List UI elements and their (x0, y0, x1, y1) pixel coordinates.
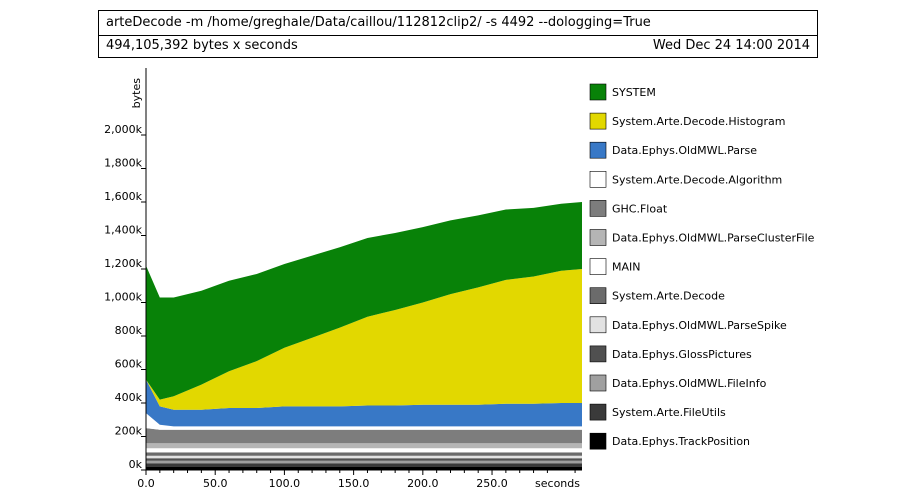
x-tick-label: 0.0 (137, 477, 155, 490)
legend-swatch (589, 432, 607, 450)
y-tick-label: 800k (115, 324, 143, 337)
legend-label: Data.Ephys.TrackPosition (612, 435, 750, 448)
area-series-2 (146, 460, 582, 464)
y-axis-label: bytes (130, 78, 143, 109)
area-series-10 (146, 379, 582, 427)
legend-label: System.Arte.FileUtils (612, 406, 726, 419)
x-tick-label: 100.0 (269, 477, 301, 490)
legend: SYSTEM System.Arte.Decode.Histogram Data.E… (589, 83, 815, 450)
area-series-8 (146, 428, 582, 444)
area-series-5 (146, 452, 582, 456)
legend-swatch (589, 403, 607, 421)
stacked-areas (146, 202, 582, 470)
x-tick-label: 200.0 (407, 477, 439, 490)
legend-label: Data.Ephys.GlossPictures (612, 348, 752, 361)
legend-swatch (589, 112, 607, 130)
x-tick-label: 50.0 (203, 477, 228, 490)
legend-label: System.Arte.Decode.Histogram (612, 115, 785, 128)
x-tick-label: 250.0 (476, 477, 508, 490)
area-series-7 (146, 443, 582, 449)
legend-swatch (589, 171, 607, 188)
y-ticks: 0k 200k 400k 600k 800k 1,000k 1,200k 1,400k 1,60… (104, 123, 146, 471)
header-info-box: 494,105,392 bytes x seconds Wed Dec 24 1… (98, 35, 818, 58)
profile-date: Wed Dec 24 14:00 2014 (652, 38, 810, 53)
y-tick-label: 1,200k (104, 257, 142, 270)
area-series-3 (146, 458, 582, 461)
y-tick-label: 400k (115, 391, 143, 404)
legend-label: Data.Ephys.OldMWL.Parse (612, 144, 757, 157)
area-series-4 (146, 455, 582, 459)
legend-label: Data.Ephys.OldMWL.FileInfo (612, 377, 767, 390)
legend-swatch (589, 141, 607, 159)
y-tick-label: 200k (115, 425, 143, 438)
y-tick-label: 2,000k (104, 123, 142, 136)
legend-swatch (589, 287, 607, 305)
area-series-9 (146, 413, 582, 430)
x-ticks: 0.0 50.0 100.0 150.0 200.0 250.0 (137, 470, 576, 490)
legend-swatch (589, 374, 607, 392)
area-series-11 (146, 269, 582, 410)
x-axis-label: seconds (535, 477, 580, 490)
legend-swatch (589, 345, 607, 363)
legend-swatch (589, 316, 607, 334)
area-series-1 (146, 463, 582, 467)
legend-label: MAIN (612, 261, 641, 274)
y-tick-label: 1,000k (104, 291, 142, 304)
x-tick-label: 150.0 (338, 477, 370, 490)
legend-label: System.Arte.Decode (612, 290, 725, 303)
legend-label: Data.Ephys.OldMWL.ParseClusterFile (612, 232, 815, 245)
legend-swatch (589, 83, 607, 101)
y-tick-label: 0k (129, 458, 143, 471)
y-tick-label: 1,600k (104, 190, 142, 203)
legend-label: System.Arte.Decode.Algorithm (612, 173, 782, 186)
area-series-6 (146, 448, 582, 453)
legend-swatch (589, 258, 607, 275)
area-series-12 (146, 202, 582, 400)
legend-label: SYSTEM (612, 86, 656, 99)
y-tick-label: 1,400k (104, 224, 142, 237)
y-tick-label: 600k (115, 358, 143, 371)
command-line-text: arteDecode -m /home/greghale/Data/caillo… (106, 15, 651, 30)
legend-label: GHC.Float (612, 202, 668, 215)
y-tick-label: 1,800k (104, 157, 142, 170)
legend-swatch (589, 200, 607, 217)
area-series-0 (146, 466, 582, 470)
total-bytes-seconds: 494,105,392 bytes x seconds (106, 38, 298, 53)
legend-swatch (589, 229, 607, 246)
legend-label: Data.Ephys.OldMWL.ParseSpike (612, 319, 787, 332)
